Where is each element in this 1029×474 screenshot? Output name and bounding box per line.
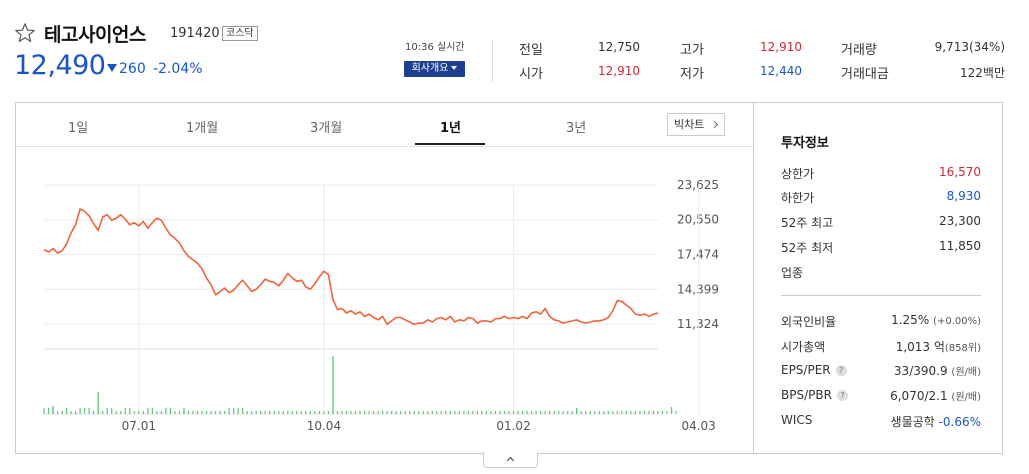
- volume-value: 9,713(34%): [934, 40, 1005, 54]
- tab-3year[interactable]: 3년: [566, 121, 587, 136]
- market-badge: 코스닥: [222, 26, 258, 41]
- y-tick-label: 23,625: [677, 178, 719, 192]
- wics-row: WICS 생물공학 -0.66%: [781, 413, 981, 429]
- volume-label: 거래량: [841, 43, 877, 58]
- current-price: 12,490: [14, 50, 106, 81]
- stock-header: 테고사이언스 191420 코스닥 12,490 260 -2.04% 10:3…: [0, 0, 1029, 100]
- realtime-timestamp: 10:36 실시간: [405, 42, 465, 53]
- stock-name: 테고사이언스: [44, 24, 146, 46]
- help-icon[interactable]: ?: [836, 390, 848, 401]
- prev-close-value: 12,750: [598, 40, 640, 54]
- divider: [492, 40, 493, 82]
- tab-1day[interactable]: 1일: [68, 121, 89, 136]
- price-change: 260: [107, 61, 146, 77]
- tab-1month[interactable]: 1개월: [186, 121, 219, 136]
- collapse-toggle[interactable]: [483, 452, 538, 468]
- period-tabs: 1일 1개월 3개월 1년 3년 빅차트: [16, 103, 753, 147]
- chart-panel: 1일 1개월 3개월 1년 3년 빅차트 23,625 20,550 17,474 1…: [15, 102, 1003, 454]
- bps-pbr-row: BPS/PBR? 6,070/2.1 (원/배): [781, 388, 981, 403]
- chart-svg: 23,625 20,550 17,474 14,399 11,324 07.01 10.04…: [43, 178, 719, 433]
- investment-info-title: 투자정보: [781, 136, 829, 151]
- investment-info: 투자정보 상한가 16,570 하한가 8,930 52주 최고 23,300 …: [753, 103, 1003, 453]
- open-label: 시가: [519, 67, 543, 82]
- down-triangle-icon: [107, 64, 117, 72]
- price-line: [43, 208, 659, 326]
- caret-down-icon: [451, 66, 458, 70]
- big-chart-button[interactable]: 빅차트: [667, 113, 725, 136]
- low52-row: 52주 최저 11,850: [781, 239, 981, 255]
- tab-1year[interactable]: 1년: [440, 121, 462, 136]
- active-tab-underline: [415, 143, 485, 145]
- sector-row: 업종: [781, 266, 804, 280]
- low-label: 저가: [680, 67, 704, 82]
- y-tick-label: 14,399: [677, 282, 719, 296]
- x-tick-label: 10.04: [307, 419, 341, 433]
- chevron-up-icon: [506, 456, 515, 465]
- upper-limit-row: 상한가 16,570: [781, 165, 981, 181]
- x-tick-label: 07.01: [122, 419, 156, 433]
- prev-close-label: 전일: [519, 43, 543, 58]
- y-tick-label: 11,324: [677, 317, 719, 331]
- y-tick-label: 20,550: [677, 213, 719, 227]
- company-overview-button[interactable]: 회사개요: [404, 61, 465, 77]
- tab-3month[interactable]: 3개월: [310, 121, 343, 136]
- open-value: 12,910: [598, 64, 640, 78]
- low-value: 12,440: [760, 64, 802, 78]
- high52-row: 52주 최고 23,300: [781, 214, 981, 230]
- amount-label: 거래대금: [841, 67, 889, 82]
- star-icon[interactable]: [14, 22, 36, 44]
- divider: [781, 295, 981, 296]
- high-label: 고가: [680, 43, 704, 58]
- lower-limit-row: 하한가 8,930: [781, 189, 981, 205]
- price-change-pct: -2.04%: [153, 61, 203, 77]
- high-value: 12,910: [760, 40, 802, 54]
- x-tick-label: 01.02: [496, 419, 530, 433]
- price-chart[interactable]: 23,625 20,550 17,474 14,399 11,324 07.01 10.04…: [16, 148, 753, 454]
- foreign-ratio-row: 외국인비율 1.25% (+0.00%): [781, 313, 981, 329]
- help-icon[interactable]: ?: [835, 365, 847, 376]
- y-tick-label: 17,474: [677, 248, 719, 262]
- amount-value: 122백만: [960, 66, 1005, 80]
- stock-code: 191420: [170, 26, 220, 41]
- eps-per-row: EPS/PER? 33/390.9 (원/배): [781, 363, 981, 378]
- x-tick-label: 04.03: [681, 419, 715, 433]
- chevron-right-icon: [710, 120, 719, 129]
- market-cap-row: 시가총액 1,013 억(858위): [781, 340, 981, 354]
